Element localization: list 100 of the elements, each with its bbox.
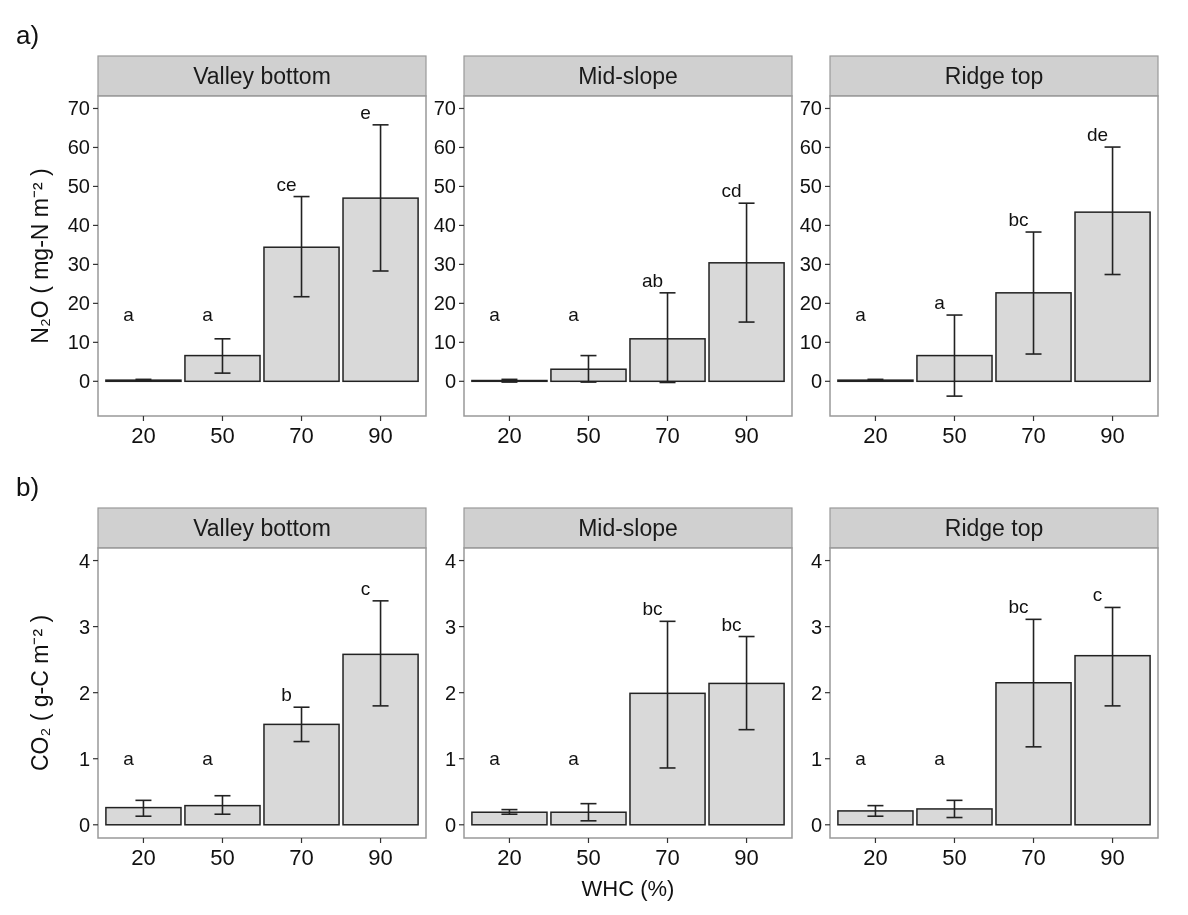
annotation: e <box>360 101 371 123</box>
y-tick-label: 0 <box>810 370 822 393</box>
x-tick-label: 70 <box>289 423 314 448</box>
y-tick-label: 40 <box>433 214 456 237</box>
y-tick-label: 4 <box>78 549 90 572</box>
x-tick-label: 70 <box>1021 845 1046 870</box>
y-tick-label: 4 <box>810 549 822 572</box>
x-tick-label: 70 <box>655 423 680 448</box>
bar <box>471 811 548 826</box>
y-tick-label: 0 <box>444 813 456 836</box>
annotation: ce <box>276 173 297 195</box>
y-tick-label: 4 <box>444 549 456 572</box>
annotation: b <box>281 684 292 706</box>
y-tick-label: 3 <box>444 615 456 638</box>
x-tick-label: 90 <box>368 845 393 870</box>
annotation: a <box>202 747 214 769</box>
y-tick-label: 2 <box>810 681 822 704</box>
y-tick-label: 70 <box>433 97 456 120</box>
y-tick-label: 60 <box>433 136 456 159</box>
y-tick-label: 70 <box>799 97 822 120</box>
bar <box>837 810 914 826</box>
x-tick-label: 50 <box>942 845 967 870</box>
annotation: a <box>489 747 501 769</box>
x-tick-label: 90 <box>1100 423 1125 448</box>
chart-title: Ridge top <box>944 515 1044 542</box>
y-tick-label: 3 <box>78 615 90 638</box>
y-tick-label: 0 <box>810 813 822 836</box>
text: b) <box>16 472 40 502</box>
y-axis-title: N₂O ( mg-N m⁻² ) <box>27 168 53 344</box>
x-tick-label: 20 <box>863 423 888 448</box>
y-tick-label: 40 <box>799 214 822 237</box>
annotation: c <box>360 577 371 599</box>
chart-title: Valley bottom <box>193 63 331 90</box>
y-tick-label: 70 <box>67 97 90 120</box>
y-tick-label: 1 <box>810 747 822 770</box>
x-tick-label: 90 <box>734 423 759 448</box>
chart-title: Ridge top <box>944 63 1044 90</box>
x-tick-label: 20 <box>131 423 156 448</box>
x-tick-label: 50 <box>942 423 967 448</box>
x-tick-label: 20 <box>497 845 522 870</box>
y-tick-label: 20 <box>799 292 822 315</box>
annotation: bc <box>642 598 663 620</box>
y-tick-label: 60 <box>799 136 822 159</box>
y-tick-label: 40 <box>67 214 90 237</box>
annotation: a <box>568 747 580 769</box>
y-tick-label: 1 <box>78 747 90 770</box>
y-tick-label: 50 <box>433 175 456 198</box>
x-tick-label: 70 <box>655 845 680 870</box>
y-tick-label: 2 <box>78 681 90 704</box>
annotation: bc <box>721 613 742 635</box>
x-tick-label: 20 <box>497 423 522 448</box>
x-tick-label: 20 <box>131 845 156 870</box>
y-tick-label: 30 <box>67 253 90 276</box>
annotation: a <box>489 304 501 326</box>
x-tick-label: 50 <box>210 423 235 448</box>
x-tick-label: 90 <box>368 423 393 448</box>
y-tick-label: 10 <box>67 331 90 354</box>
y-tick-label: 3 <box>810 615 822 638</box>
y-tick-label: 50 <box>799 175 822 198</box>
x-tick-label: 20 <box>863 845 888 870</box>
chart-title: Mid-slope <box>578 63 678 90</box>
annotation: a <box>123 304 135 326</box>
y-tick-label: 0 <box>78 813 90 836</box>
x-tick-label: 70 <box>1021 423 1046 448</box>
annotation: a <box>202 304 214 326</box>
y-tick-label: 20 <box>433 292 456 315</box>
y-tick-label: 60 <box>67 136 90 159</box>
y-tick-label: 2 <box>444 681 456 704</box>
x-tick-label: 50 <box>210 845 235 870</box>
x-axis-title: WHC (%) <box>581 876 675 901</box>
x-tick-label: 70 <box>289 845 314 870</box>
annotation: a <box>855 747 867 769</box>
annotation: bc <box>1008 209 1029 231</box>
y-tick-label: 10 <box>433 331 456 354</box>
annotation: cd <box>721 180 742 202</box>
annotation: a <box>123 747 135 769</box>
annotation: a <box>934 292 946 314</box>
annotation: c <box>1092 584 1103 606</box>
y-tick-label: 1 <box>444 747 456 770</box>
y-tick-label: 30 <box>433 253 456 276</box>
x-tick-label: 50 <box>576 845 601 870</box>
annotation: de <box>1086 124 1109 146</box>
x-tick-label: 50 <box>576 423 601 448</box>
y-tick-label: 20 <box>67 292 90 315</box>
y-tick-label: 10 <box>799 331 822 354</box>
y-tick-label: 0 <box>78 370 90 393</box>
x-tick-label: 90 <box>734 845 759 870</box>
y-tick-label: 0 <box>444 370 456 393</box>
y-tick-label: 30 <box>799 253 822 276</box>
x-tick-label: 90 <box>1100 845 1125 870</box>
y-tick-label: 50 <box>67 175 90 198</box>
annotation: bc <box>1008 596 1029 618</box>
chart-title: Mid-slope <box>578 515 678 542</box>
text: a) <box>16 20 40 50</box>
annotation: a <box>568 304 580 326</box>
y-axis-title: CO₂ ( g-C m⁻² ) <box>27 614 53 772</box>
annotation: ab <box>641 269 664 291</box>
chart-title: Valley bottom <box>193 515 331 542</box>
annotation: a <box>934 747 946 769</box>
annotation: a <box>855 304 867 326</box>
